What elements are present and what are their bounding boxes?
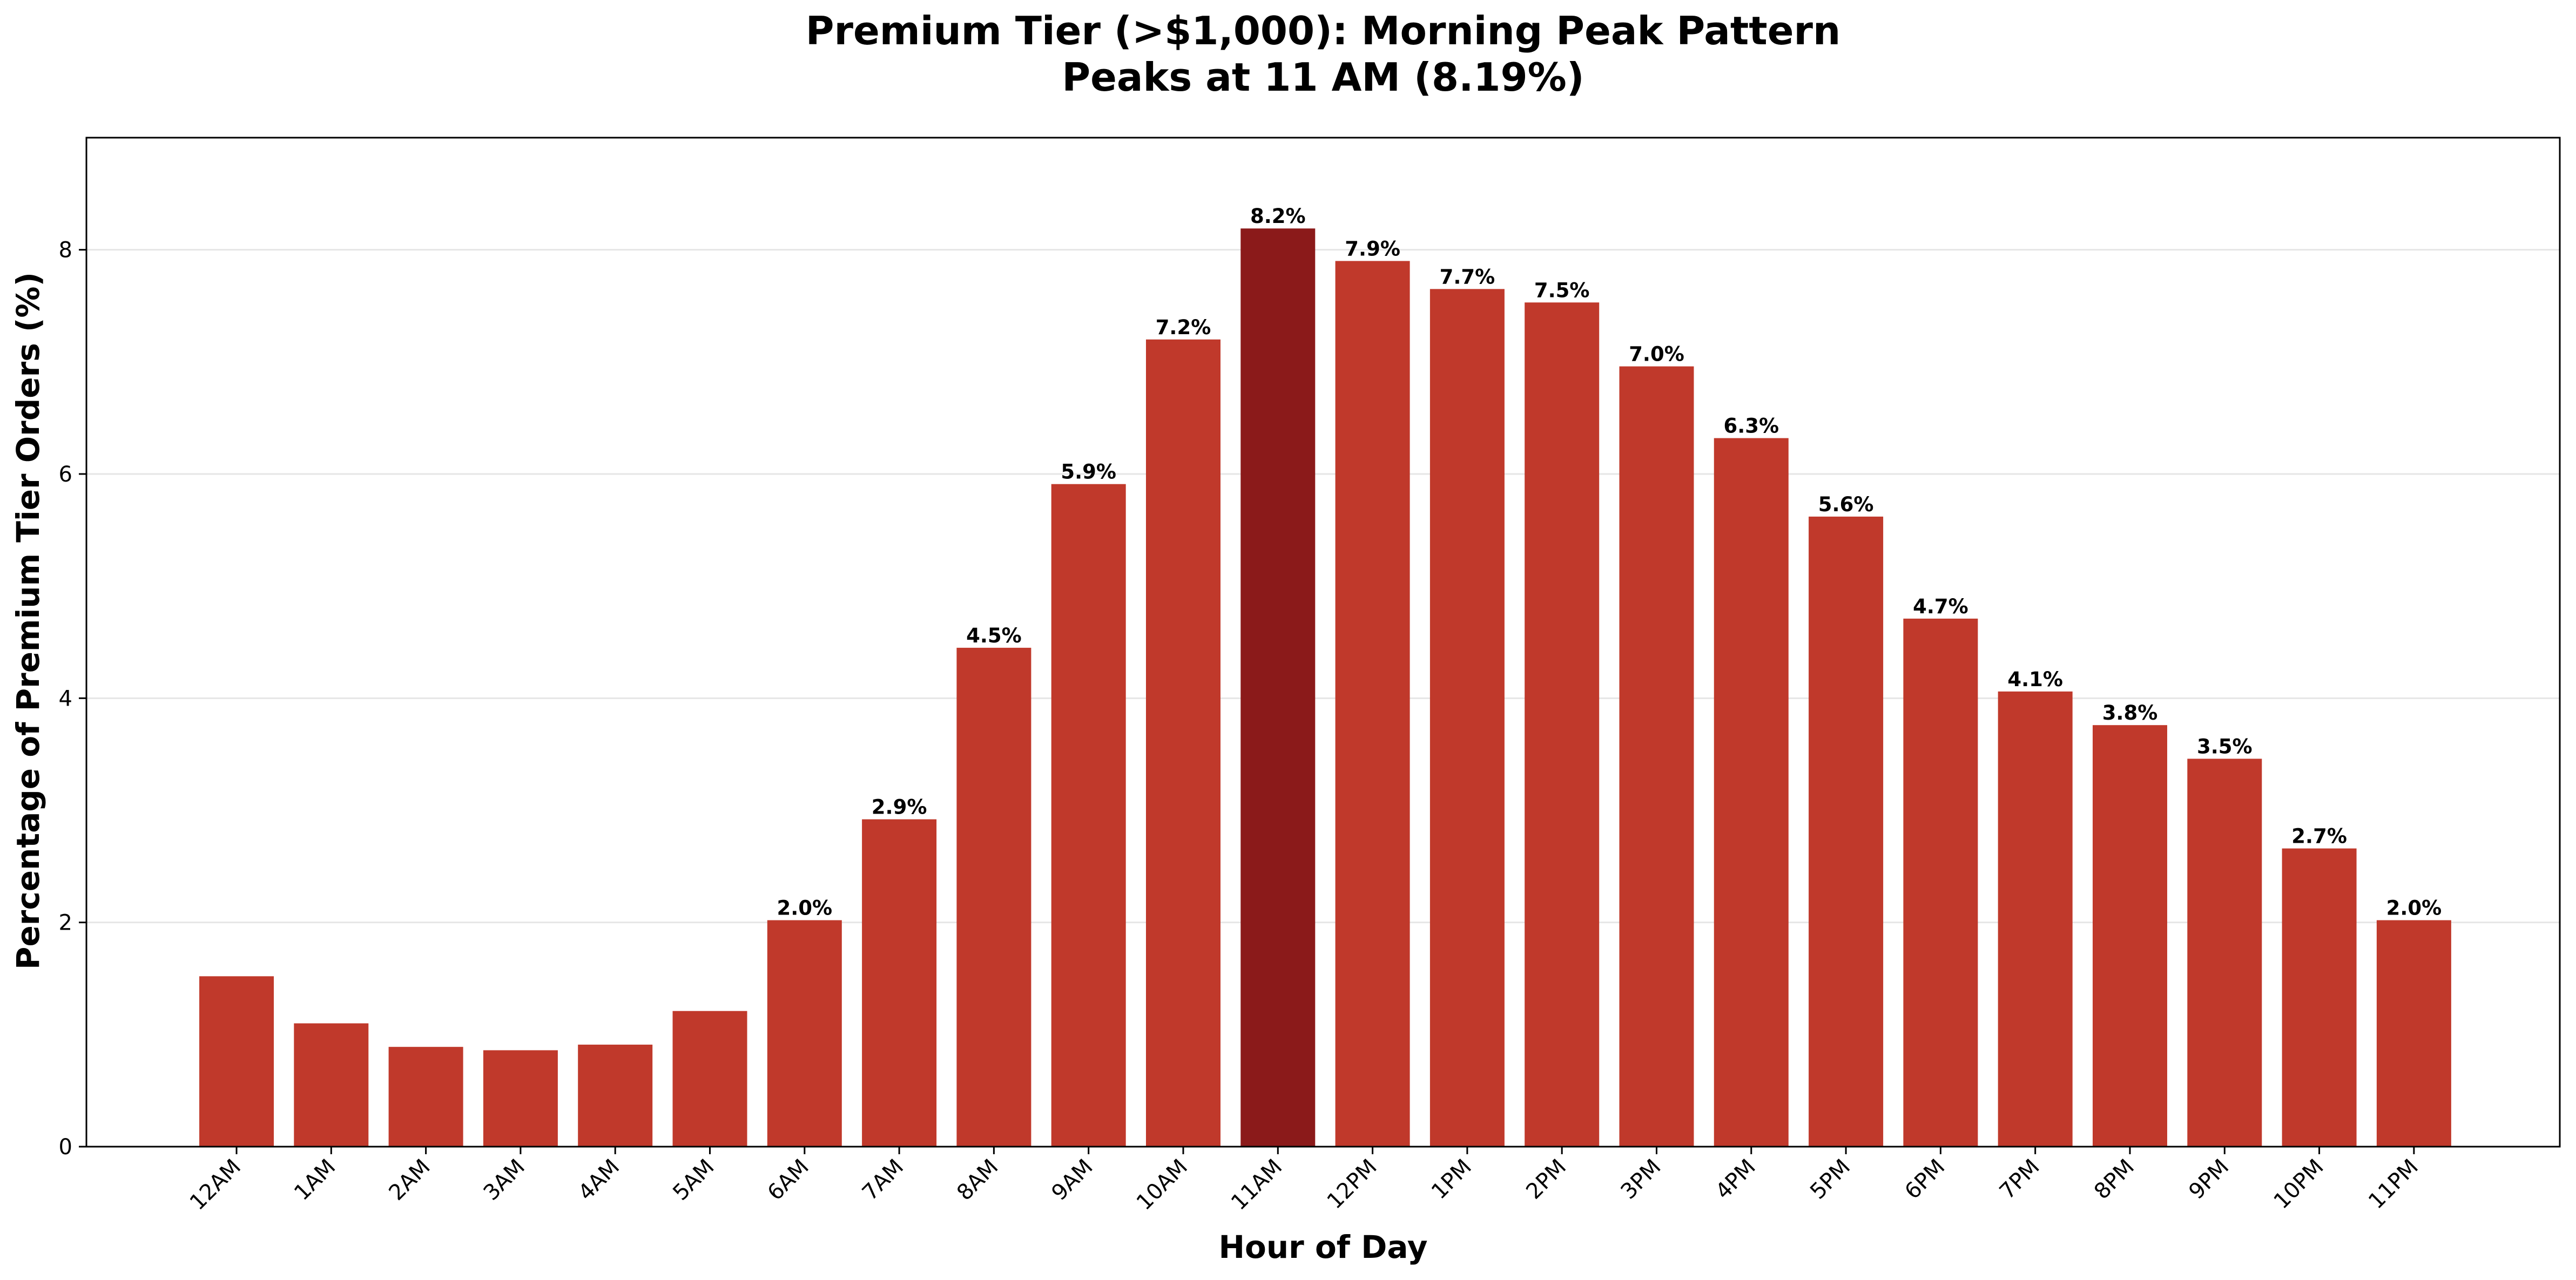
bar-label-11PM: 2.0% xyxy=(2386,897,2442,920)
y-axis-label: Percentage of Premium Tier Orders (%) xyxy=(10,272,46,970)
bar-label-8PM: 3.8% xyxy=(2102,701,2158,724)
bar-4PM xyxy=(1714,438,1789,1147)
bar-11AM xyxy=(1240,228,1316,1147)
x-tick-label-6PM: 6PM xyxy=(1900,1155,1950,1204)
bar-label-7PM: 4.1% xyxy=(2007,668,2063,691)
x-tick-label-12AM: 12AM xyxy=(185,1155,246,1215)
x-tick-label-4PM: 4PM xyxy=(1711,1155,1761,1204)
x-tick-label-1AM: 1AM xyxy=(289,1155,340,1205)
x-tick-label-10AM: 10AM xyxy=(1132,1155,1192,1215)
x-tick-label-2AM: 2AM xyxy=(384,1155,435,1205)
bar-label-10AM: 7.2% xyxy=(1156,316,1211,339)
bar-9PM xyxy=(2187,758,2262,1147)
x-tick-label-6AM: 6AM xyxy=(763,1155,814,1205)
x-tick-label-1PM: 1PM xyxy=(1427,1155,1476,1204)
x-tick-label-3AM: 3AM xyxy=(479,1155,530,1205)
bar-8AM xyxy=(956,647,1031,1147)
bar-2PM xyxy=(1525,302,1600,1147)
bar-label-12PM: 7.9% xyxy=(1345,237,1400,260)
bar-3PM xyxy=(1619,366,1694,1147)
bar-12AM xyxy=(199,976,274,1147)
y-tick-label-6: 6 xyxy=(59,462,72,487)
bar-6PM xyxy=(1903,618,1978,1147)
x-tick-label-5PM: 5PM xyxy=(1805,1155,1855,1204)
bar-10PM xyxy=(2282,848,2357,1147)
bar-label-7AM: 2.9% xyxy=(872,796,927,819)
bar-6AM xyxy=(767,920,842,1147)
x-tick-label-12PM: 12PM xyxy=(1323,1155,1382,1214)
x-axis-label: Hour of Day xyxy=(1218,1229,1427,1265)
bar-label-1PM: 7.7% xyxy=(1440,265,1495,288)
x-tick-label-7PM: 7PM xyxy=(1995,1155,2045,1204)
bar-label-2PM: 7.5% xyxy=(1534,279,1590,302)
plot-frame xyxy=(85,137,2561,1148)
bar-2AM xyxy=(388,1047,463,1147)
bar-label-9AM: 5.9% xyxy=(1061,460,1116,484)
bar-label-5PM: 5.6% xyxy=(1818,493,1874,516)
x-tick-label-10PM: 10PM xyxy=(2269,1155,2329,1214)
x-tick-label-9PM: 9PM xyxy=(2184,1155,2234,1204)
x-tick-label-8AM: 8AM xyxy=(952,1155,1003,1205)
bar-label-8AM: 4.5% xyxy=(966,624,1022,647)
chart-title: Premium Tier (>$1,000): Morning Peak Pat… xyxy=(806,8,1841,53)
y-tick-label-2: 2 xyxy=(59,911,72,936)
y-tick-label-0: 0 xyxy=(59,1135,72,1160)
x-tick-label-11AM: 11AM xyxy=(1226,1155,1287,1215)
bar-11PM xyxy=(2376,920,2451,1147)
x-tick-label-5AM: 5AM xyxy=(668,1155,719,1205)
chart-subtitle: Peaks at 11 AM (8.19%) xyxy=(1062,55,1584,100)
x-tick-label-4AM: 4AM xyxy=(574,1155,624,1205)
x-tick-label-11PM: 11PM xyxy=(2364,1155,2423,1214)
x-tick-label-9AM: 9AM xyxy=(1047,1155,1097,1205)
bar-12PM xyxy=(1335,261,1410,1147)
bar-label-6PM: 4.7% xyxy=(1913,595,1968,618)
y-tick-label-4: 4 xyxy=(59,686,72,711)
bar-label-11AM: 8.2% xyxy=(1250,205,1306,228)
bar-10AM xyxy=(1146,339,1220,1147)
bar-label-10PM: 2.7% xyxy=(2291,825,2347,848)
bar-label-9PM: 3.5% xyxy=(2197,735,2253,758)
bar-label-3PM: 7.0% xyxy=(1629,343,1684,366)
bar-1PM xyxy=(1429,289,1505,1147)
bar-value-labels: 2.0% 2.9% 4.5% 5.9% 7.2% 8.2% 7.9% 7.7% 7.5% 7.0%… xyxy=(777,205,2442,919)
bars xyxy=(199,228,2451,1147)
bar-9AM xyxy=(1051,484,1126,1147)
y-tick-label-8: 8 xyxy=(59,238,72,263)
bar-5PM xyxy=(1809,516,1884,1147)
bar-8PM xyxy=(2093,725,2167,1147)
x-tick-label-2PM: 2PM xyxy=(1521,1155,1571,1204)
bar-label-4PM: 6.3% xyxy=(1723,415,1779,438)
x-tick-label-8PM: 8PM xyxy=(2089,1155,2139,1204)
bar-3AM xyxy=(483,1050,558,1147)
bar-7PM xyxy=(1998,691,2073,1147)
bar-5AM xyxy=(672,1011,747,1147)
bar-label-6AM: 2.0% xyxy=(777,897,832,920)
bar-4AM xyxy=(578,1045,653,1147)
x-tick-label-7AM: 7AM xyxy=(858,1155,908,1205)
bar-1AM xyxy=(294,1023,369,1147)
x-tick-label-3PM: 3PM xyxy=(1616,1155,1666,1204)
bar-7AM xyxy=(862,819,937,1147)
